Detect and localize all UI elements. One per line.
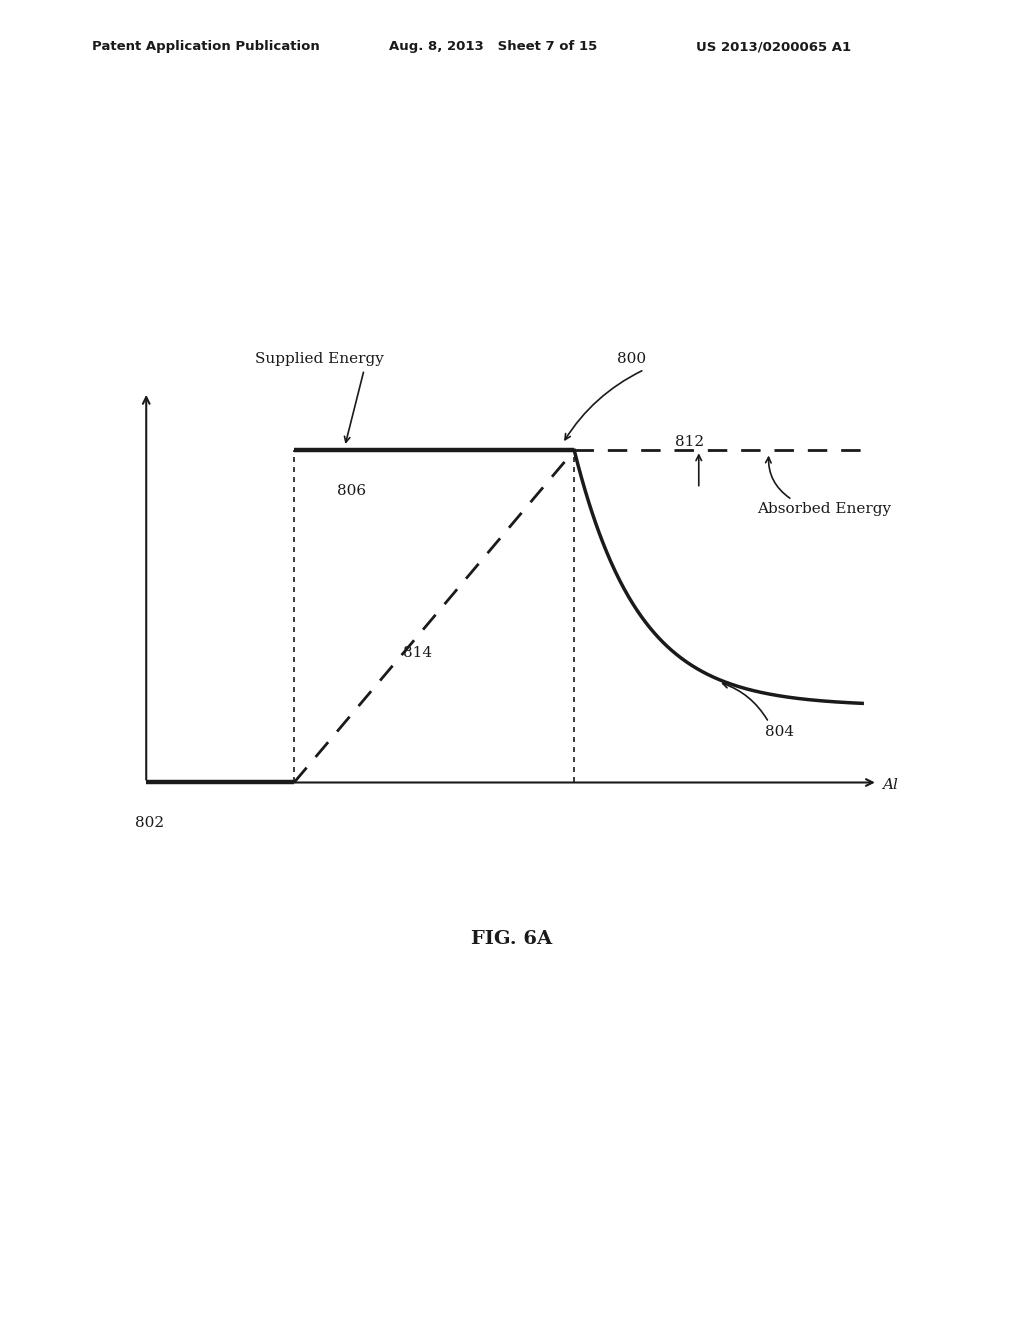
Text: Absorbed Energy: Absorbed Energy bbox=[757, 502, 891, 516]
Text: Supplied Energy: Supplied Energy bbox=[255, 352, 384, 366]
Text: 802: 802 bbox=[134, 816, 164, 830]
Text: Patent Application Publication: Patent Application Publication bbox=[92, 40, 319, 53]
Text: 804: 804 bbox=[765, 725, 794, 739]
Text: 806: 806 bbox=[337, 484, 366, 498]
Text: Aug. 8, 2013   Sheet 7 of 15: Aug. 8, 2013 Sheet 7 of 15 bbox=[389, 40, 597, 53]
Text: FIG. 6A: FIG. 6A bbox=[471, 929, 553, 948]
Text: US 2013/0200065 A1: US 2013/0200065 A1 bbox=[696, 40, 851, 53]
Text: Al: Al bbox=[882, 779, 898, 792]
Text: 812: 812 bbox=[676, 434, 705, 449]
Text: 814: 814 bbox=[403, 645, 432, 660]
Text: 800: 800 bbox=[617, 352, 646, 366]
